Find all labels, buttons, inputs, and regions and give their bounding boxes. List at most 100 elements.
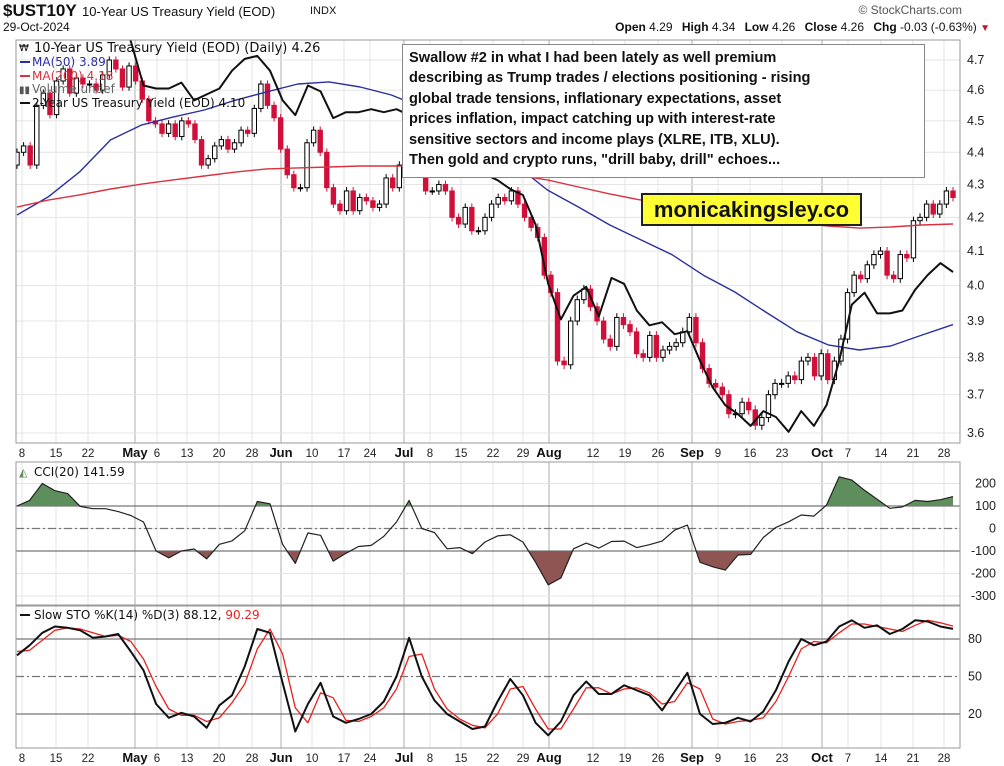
month-tick-label: May: [122, 445, 148, 460]
day-tick-label: 14: [875, 753, 888, 765]
legend-sto-k: Slow STO %K(14) %D(3) 88.12,: [34, 608, 221, 622]
price-axis-label: 4.4: [967, 145, 984, 159]
candle-up: [772, 382, 778, 396]
candle-up: [666, 345, 673, 351]
candle-down: [390, 177, 396, 189]
area-chart-icon: ◭: [19, 466, 28, 479]
month-tick-label: Jun: [269, 750, 292, 765]
candle-up: [357, 197, 363, 212]
candle-up: [343, 190, 350, 212]
candle-down: [449, 190, 455, 218]
price-axis-label: 4.0: [967, 279, 984, 293]
candle-up: [923, 203, 930, 218]
candle-icon: ₩: [19, 43, 29, 54]
candle-up: [673, 342, 679, 347]
candle-down: [653, 334, 660, 358]
sto-axis-label: 50: [968, 670, 982, 684]
candle-down: [693, 316, 699, 344]
candle-down: [192, 123, 198, 141]
day-tick-label: 29: [517, 448, 530, 460]
day-tick-label: 28: [246, 448, 259, 460]
price-legend: ₩ 10-Year US Treasury Yield (EOD) (Daily…: [19, 41, 320, 110]
day-tick-label: 26: [652, 448, 665, 460]
candle-down: [172, 123, 178, 137]
candle-up: [218, 139, 225, 147]
annotation-line: describing as Trump trades / elections p…: [409, 70, 811, 87]
price-axis-label: 4.7: [967, 53, 984, 67]
candle-down: [699, 342, 706, 369]
candle-up: [805, 356, 811, 362]
cci-axis-label: -100: [971, 544, 996, 558]
candle-down: [370, 200, 376, 208]
candle-down: [858, 274, 864, 280]
open-value: 4.29: [649, 20, 673, 34]
high-value: 4.34: [711, 20, 736, 34]
candle-up: [20, 145, 27, 153]
cci-axis-label: 200: [975, 477, 996, 491]
day-tick-label: 7: [845, 753, 851, 765]
sto-legend: Slow STO %K(14) %D(3) 88.12, 90.29: [20, 608, 260, 622]
candle-down: [442, 183, 449, 192]
candle-up: [396, 164, 403, 189]
day-tick-label: 13: [181, 448, 194, 460]
candle-up: [739, 401, 745, 415]
day-tick-label: 17: [338, 753, 351, 765]
price-axis-label: 3.6: [967, 426, 984, 440]
candle-up: [53, 80, 60, 116]
candle-up: [60, 68, 66, 82]
candle-up: [231, 142, 238, 150]
candle-up: [759, 417, 765, 426]
sto-d-line: [16, 619, 954, 730]
day-tick-label: 13: [181, 753, 194, 765]
triangle-down-icon: ▼: [980, 23, 990, 34]
candle-down: [930, 203, 936, 215]
month-tick-label: Aug: [536, 445, 561, 460]
day-tick-label: 19: [619, 448, 632, 460]
day-tick-label: 15: [50, 753, 63, 765]
low-value: 4.26: [771, 20, 796, 34]
candle-up: [462, 206, 468, 225]
day-tick-label: 20: [213, 753, 226, 765]
ma200-swatch: [20, 75, 30, 77]
candle-down: [904, 253, 910, 259]
legend-main: 10-Year US Treasury Yield (EOD) (Daily) …: [34, 41, 320, 56]
candle-up: [897, 253, 903, 280]
candle-up: [818, 353, 824, 377]
candle-down: [455, 216, 462, 225]
annotation-line: Then gold and crypto runs, "drill baby, …: [409, 152, 781, 169]
change-label: Chg: [873, 20, 897, 34]
high-label: High: [681, 20, 709, 34]
candle-up: [686, 316, 693, 333]
sto-axis-label: 20: [968, 707, 982, 721]
candle-down: [502, 197, 508, 202]
candle-down: [363, 197, 370, 202]
day-tick-label: 8: [427, 753, 433, 765]
candle-down: [330, 187, 337, 205]
candle-down: [884, 250, 890, 276]
candle-up: [376, 203, 383, 208]
exchange: INDX: [310, 5, 337, 17]
candle-down: [515, 190, 521, 205]
candle-down: [27, 145, 33, 166]
day-tick-label: 28: [938, 753, 951, 765]
candle-down: [719, 386, 725, 396]
cci-axis-label: -300: [971, 589, 996, 603]
candle-down: [726, 394, 732, 415]
month-tick-label: Sep: [680, 750, 704, 765]
candle-up: [488, 203, 495, 218]
candle-up: [574, 299, 580, 322]
candle-up: [383, 177, 389, 205]
cci-oversold-area: [17, 551, 953, 585]
day-tick-label: 10: [306, 753, 319, 765]
candle-down: [640, 353, 646, 358]
day-tick-label: 8: [19, 448, 25, 460]
candle-down: [950, 190, 956, 199]
candle-up: [304, 142, 310, 189]
candle-down: [185, 120, 192, 125]
day-tick-label: 29: [517, 753, 530, 765]
price-axis-label: 4.1: [967, 244, 984, 258]
candle-up: [937, 203, 943, 215]
price-axis-label: 4.2: [967, 210, 984, 224]
candle-up: [179, 120, 185, 137]
month-tick-label: May: [122, 750, 148, 765]
